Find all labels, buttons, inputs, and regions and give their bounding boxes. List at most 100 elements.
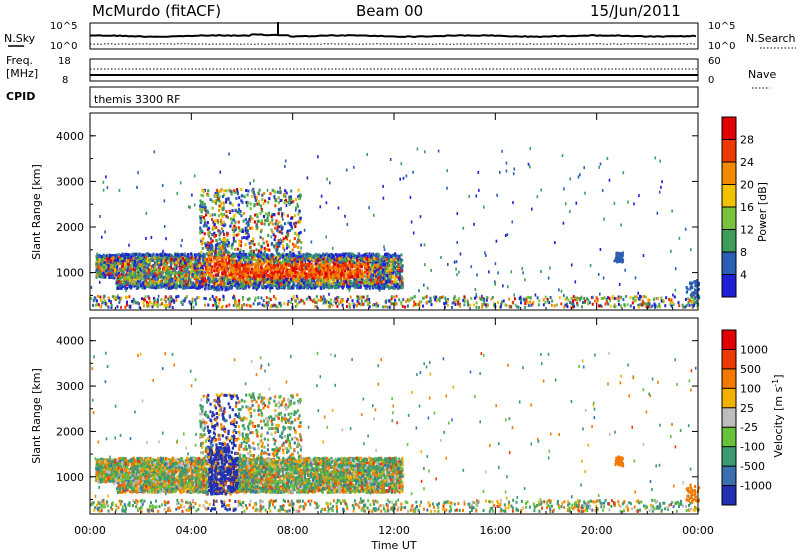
echo-cell — [343, 266, 347, 270]
echo-cell — [360, 256, 363, 260]
echo-cell — [225, 261, 228, 265]
echo-cell — [136, 259, 139, 263]
echo-cell — [334, 266, 337, 270]
echo-cell — [374, 274, 377, 278]
echo-cell — [290, 266, 293, 270]
date-title: 15/Jun/2011 — [590, 2, 681, 20]
echo-cell — [330, 266, 333, 270]
echo-cell — [369, 255, 372, 259]
echo-cell — [330, 252, 333, 256]
echo-cell — [335, 274, 338, 278]
echo-cell — [368, 286, 371, 290]
echo-cell — [393, 278, 397, 282]
echo-cell — [179, 259, 182, 263]
echo-cell — [367, 256, 370, 260]
echo-cell — [210, 268, 213, 272]
echo-cell — [351, 264, 354, 268]
echo-cell — [205, 252, 208, 256]
echo-cell — [281, 282, 284, 286]
echo-cell — [398, 273, 402, 277]
echo-cell — [379, 266, 382, 270]
echo-cell — [328, 266, 332, 270]
beam-title: Beam 00 — [356, 2, 423, 20]
echo-cell — [291, 268, 294, 272]
echo-cell — [205, 263, 208, 266]
echo-cell — [269, 255, 272, 258]
echo-cell — [270, 284, 273, 287]
echo-cell — [358, 283, 361, 287]
echo-cell — [255, 283, 259, 287]
echo-cell — [164, 275, 167, 279]
echo-cell — [218, 268, 221, 271]
echo-cell — [240, 259, 243, 263]
echo-cell — [104, 273, 107, 277]
echo-cell — [182, 280, 186, 283]
echo-cell — [206, 279, 209, 283]
echo-cell — [197, 283, 200, 287]
echo-cell — [275, 273, 278, 277]
echo-cell — [348, 285, 351, 289]
echo-cell — [238, 258, 241, 262]
echo-cell — [123, 256, 127, 260]
echo-cell — [204, 286, 207, 289]
echo-cell — [153, 271, 156, 275]
echo-cell — [302, 253, 305, 257]
echo-cell — [238, 256, 241, 259]
echo-cell — [161, 271, 164, 275]
echo-cell — [213, 288, 216, 291]
echo-cell — [254, 278, 257, 282]
echo-cell — [192, 257, 195, 261]
echo-cell — [349, 255, 352, 259]
echo-cell — [195, 262, 198, 266]
echo-cell — [198, 256, 201, 260]
echo-cell — [264, 278, 267, 282]
echo-cell — [101, 260, 104, 263]
echo-cell — [344, 252, 347, 256]
echo-cell — [105, 272, 108, 276]
echo-cell — [205, 266, 208, 269]
echo-cell — [277, 286, 280, 290]
echo-cell — [362, 263, 365, 267]
nsky-trace — [90, 33, 697, 39]
echo-cell — [203, 276, 207, 280]
echo-cell — [261, 274, 264, 278]
echo-cell — [335, 264, 338, 268]
echo-cell — [328, 278, 331, 282]
echo-cell — [331, 285, 334, 288]
echo-cell — [320, 263, 323, 267]
echo-cell — [115, 275, 118, 279]
echo-cell — [236, 252, 239, 256]
echo-cell — [184, 278, 187, 282]
echo-cell — [231, 257, 234, 260]
echo-cell — [342, 258, 345, 262]
echo-cell — [220, 285, 223, 289]
echo-cell — [216, 282, 219, 285]
echo-cell — [298, 257, 301, 261]
echo-cell — [293, 276, 296, 280]
echo-cell — [241, 270, 244, 274]
echo-cell — [314, 261, 317, 265]
echo-cell — [175, 278, 178, 282]
echo-cell — [399, 258, 402, 262]
echo-cell — [312, 283, 315, 287]
echo-cell — [334, 270, 337, 274]
echo-cell — [227, 274, 230, 278]
echo-cell — [203, 271, 206, 275]
echo-cell — [275, 259, 278, 263]
echo-cell — [222, 272, 225, 276]
echo-cell — [248, 262, 251, 266]
echo-cell — [297, 282, 300, 286]
echo-cell — [113, 267, 117, 271]
echo-cell — [221, 247, 224, 251]
echo-cell — [189, 286, 192, 290]
echo-cell — [326, 275, 329, 279]
echo-cell — [276, 278, 279, 282]
echo-cell — [292, 280, 295, 284]
echo-cell — [177, 271, 180, 275]
echo-cell — [143, 286, 146, 290]
echo-cell — [361, 257, 365, 261]
echo-cell — [339, 265, 342, 269]
echo-cell — [180, 279, 183, 283]
echo-cell — [400, 253, 403, 257]
echo-cell — [277, 255, 280, 259]
